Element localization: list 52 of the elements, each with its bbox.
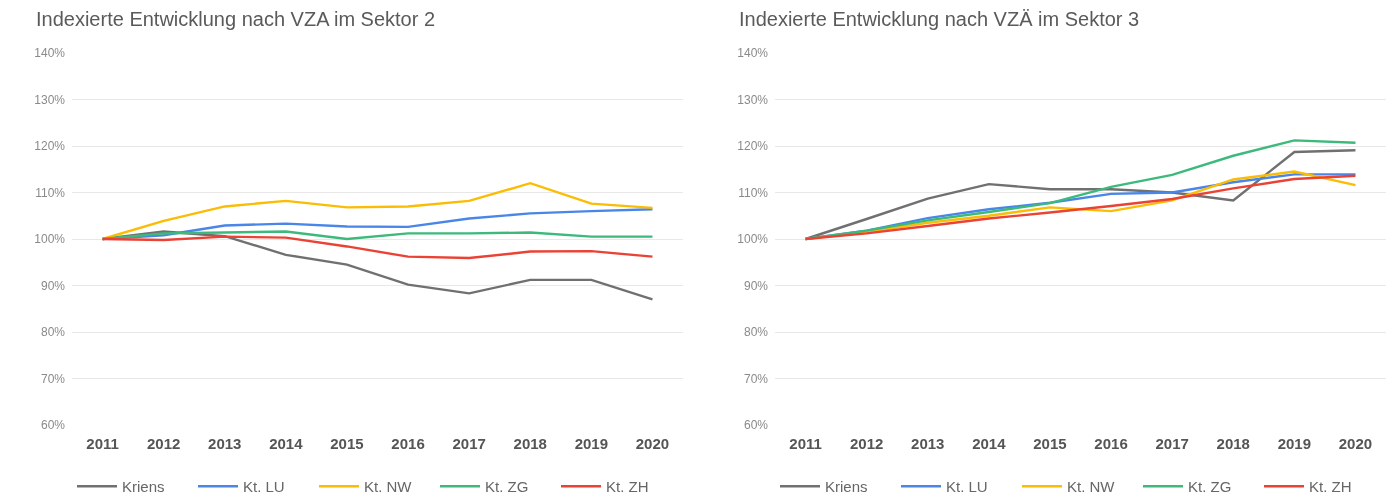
legend-label: Kt. NW [364,478,413,495]
y-tick-label: 60% [743,418,769,433]
x-tick-label: 2014 [972,435,1007,452]
legend-label: Kt. NW [1067,478,1116,495]
x-tick-label: 2013 [911,435,945,452]
legend-label: Kriens [825,478,868,495]
x-tick-label: 2012 [146,435,181,452]
x-tick-label: 2016 [391,435,425,452]
legend-label: Kriens [122,478,165,495]
x-tick-label: 2017 [452,435,486,452]
x-tick-label: 2020 [635,435,670,452]
x-tick-label: 2019 [574,435,609,452]
line-series [101,235,654,260]
x-tick-label: 2015 [330,435,364,452]
x-tick-label: 2016 [1094,435,1128,452]
y-tick-label: 70% [40,371,66,386]
legend-label: Kt. ZG [485,478,529,495]
y-tick-label: 80% [743,325,769,340]
x-tick-label: 2011 [789,435,822,452]
x-tick-label: 2017 [1155,435,1189,452]
y-tick-label: 140% [737,46,769,61]
legend-label: Kt. ZG [1188,478,1232,495]
y-tick-label: 120% [34,139,66,154]
x-tick-label: 2018 [1216,435,1250,452]
x-tick-label: 2020 [1338,435,1373,452]
y-tick-label: 140% [34,46,66,61]
legend-label: Kt. LU [946,478,988,495]
y-tick-label: 80% [40,325,66,340]
x-tick-label: 2015 [1033,435,1067,452]
x-tick-label: 2018 [513,435,547,452]
y-tick-label: 90% [40,278,66,293]
y-tick-label: 110% [738,185,769,200]
y-tick-label: 120% [737,139,769,154]
y-tick-label: 130% [34,92,66,107]
legend-label: Kt. ZH [606,478,649,495]
y-tick-label: 130% [737,92,769,107]
x-tick-label: 2014 [269,435,304,452]
y-tick-label: 100% [737,232,769,247]
y-tick-label: 70% [743,371,769,386]
x-tick-label: 2013 [208,435,242,452]
y-tick-label: 60% [40,418,66,433]
line-series [101,182,654,241]
y-tick-label: 90% [743,278,769,293]
y-tick-label: 100% [34,232,66,247]
chart-title: Indexierte Entwicklung nach VZA im Sektor 2 [36,8,436,30]
x-tick-label: 2019 [1277,435,1312,452]
y-tick-label: 110% [35,185,66,200]
x-tick-label: 2011 [86,435,119,452]
legend-label: Kt. ZH [1309,478,1352,495]
legend-label: Kt. LU [243,478,285,495]
x-tick-label: 2012 [849,435,884,452]
chart-title: Indexierte Entwicklung nach VZÄ im Sektor 3 [739,8,1140,30]
